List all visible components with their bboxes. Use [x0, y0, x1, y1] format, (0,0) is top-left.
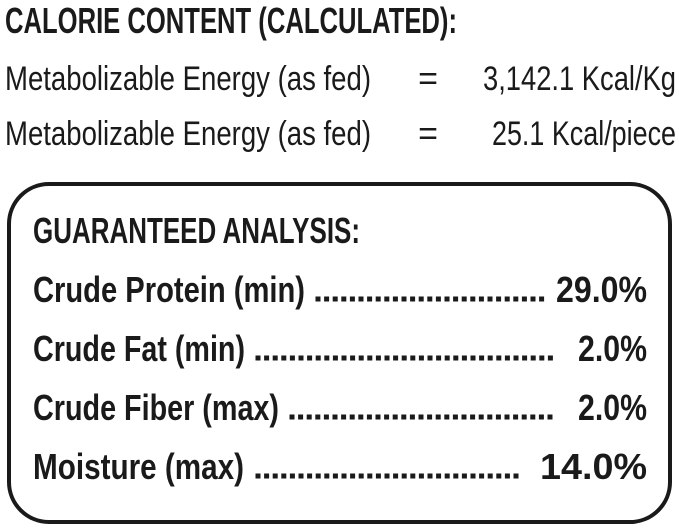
analysis-label: Crude Protein (min): [33, 269, 305, 310]
analysis-label: Moisture (max): [33, 446, 244, 487]
calorie-title: CALORIE CONTENT (CALCULATED):: [5, 0, 457, 41]
calorie-value: 3,142.1 Kcal/Kg: [483, 60, 676, 98]
analysis-label: Crude Fat (min): [33, 328, 245, 369]
analysis-title: GUARANTEED ANALYSIS:: [33, 210, 360, 251]
calorie-label: Metabolizable Energy (as fed): [5, 115, 371, 153]
calorie-operator: =: [418, 115, 438, 153]
analysis-value: 14.0%: [540, 446, 647, 487]
calorie-operator: =: [418, 60, 438, 98]
analysis-box: [7, 182, 672, 524]
calorie-value: 25.1 Kcal/piece: [492, 115, 676, 153]
analysis-value: 2.0%: [578, 387, 647, 428]
calorie-label: Metabolizable Energy (as fed): [5, 60, 371, 98]
analysis-value: 2.0%: [578, 328, 647, 369]
analysis-value: 29.0%: [556, 269, 647, 310]
analysis-label: Crude Fiber (max): [33, 387, 279, 428]
